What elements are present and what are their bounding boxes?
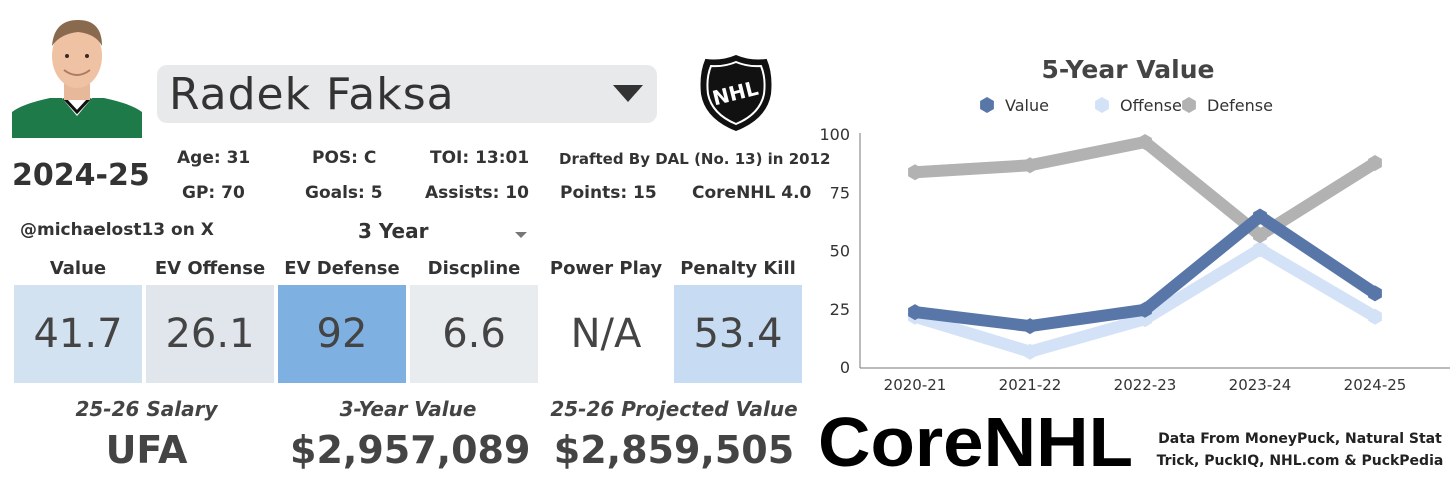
metric-header-power-play: Power Play bbox=[549, 258, 663, 279]
projected-value-label: 25-26 Projected Value bbox=[550, 397, 798, 421]
five-year-value-chart: 5-Year Value Value Offense Defense 0 25 50 75 10… bbox=[820, 55, 1450, 394]
point-value-2024-25 bbox=[1368, 285, 1382, 302]
point-defense-2022-23 bbox=[1138, 134, 1152, 150]
svg-text:CoreNHL: CoreNHL bbox=[818, 410, 1133, 472]
metric-box-value: 41.7 bbox=[14, 285, 142, 383]
nhl-logo: NHL bbox=[700, 54, 772, 132]
author-handle: @michaelost13 on X bbox=[20, 220, 214, 240]
metric-header-penalty-kill: Penalty Kill bbox=[680, 258, 796, 279]
stat-drafted: Drafted By DAL (No. 13) in 2012 bbox=[559, 150, 831, 168]
y-tick-label: 25 bbox=[830, 300, 850, 319]
point-defense-2023-24 bbox=[1253, 227, 1267, 244]
three-year-value-label: 3-Year Value bbox=[339, 397, 477, 421]
player-name: Radek Faksa bbox=[169, 69, 455, 120]
metric-box-ev-offense: 26.1 bbox=[146, 285, 274, 383]
point-value-2021-22 bbox=[1023, 318, 1037, 335]
projected-value: $2,859,505 bbox=[553, 428, 795, 472]
credits-line-2: Trick, PuckIQ, NHL.com & PuckPedia bbox=[1156, 453, 1444, 469]
metric-header-value: Value bbox=[49, 258, 107, 279]
point-defense-2021-22 bbox=[1023, 157, 1037, 174]
point-defense-2020-21 bbox=[908, 164, 922, 181]
stat-assists: Assists: 10 bbox=[425, 183, 529, 203]
legend-marker-offense bbox=[1095, 97, 1109, 113]
season-label: 2024-25 bbox=[12, 158, 150, 193]
salary-value: UFA bbox=[105, 428, 188, 472]
point-defense-2024-25 bbox=[1368, 155, 1382, 171]
x-tick-label: 2023-24 bbox=[1229, 376, 1292, 394]
point-offense-2021-22 bbox=[1023, 343, 1037, 360]
stat-goals: Goals: 5 bbox=[305, 183, 383, 203]
chevron-down-icon[interactable] bbox=[613, 85, 643, 102]
legend-marker-defense bbox=[1182, 97, 1196, 113]
y-tick-label: 100 bbox=[820, 125, 850, 144]
span-chevron-down-icon[interactable] bbox=[515, 232, 527, 238]
series-line-offense bbox=[909, 243, 1381, 358]
metric-box-power-play: N/A bbox=[542, 285, 670, 383]
data-credits: Data From MoneyPuck, Natural Stat Trick,… bbox=[1150, 428, 1450, 472]
stat-position: POS: C bbox=[312, 148, 377, 168]
x-tick-label: 2020-21 bbox=[884, 376, 947, 394]
series-line-defense bbox=[909, 136, 1381, 242]
point-value-2022-23 bbox=[1138, 301, 1152, 318]
point-value-2020-21 bbox=[908, 304, 922, 321]
y-tick-label: 0 bbox=[840, 358, 850, 377]
stat-points: Points: 15 bbox=[560, 183, 657, 203]
legend-label-value: Value bbox=[1005, 96, 1049, 115]
x-tick-label: 2021-22 bbox=[999, 376, 1062, 394]
metric-box-penalty-kill: 53.4 bbox=[674, 285, 802, 383]
legend-marker-value bbox=[980, 97, 994, 113]
y-tick-label: 50 bbox=[830, 242, 850, 261]
salary-label: 25-26 Salary bbox=[75, 397, 218, 421]
x-tick-label: 2024-25 bbox=[1344, 376, 1407, 394]
metric-box-ev-defense: 92 bbox=[278, 285, 406, 383]
stat-gp: GP: 70 bbox=[182, 183, 245, 203]
player-select[interactable]: Radek Faksa bbox=[157, 65, 657, 123]
metric-header-ev-offense: EV Offense bbox=[154, 258, 266, 279]
stat-age: Age: 31 bbox=[177, 148, 251, 168]
player-headshot bbox=[12, 12, 142, 138]
metric-header-discipline: Discpline bbox=[427, 258, 521, 279]
metric-header-ev-defense: EV Defense bbox=[284, 258, 400, 279]
credits-line-1: Data From MoneyPuck, Natural Stat bbox=[1158, 431, 1442, 447]
point-offense-2024-25 bbox=[1368, 308, 1382, 325]
chart-title: 5-Year Value bbox=[1042, 55, 1215, 84]
legend-label-defense: Defense bbox=[1207, 96, 1273, 115]
corenhl-logo: CoreNHL bbox=[818, 410, 1133, 472]
metric-box-discipline: 6.6 bbox=[410, 285, 538, 383]
stat-toi: TOI: 13:01 bbox=[430, 148, 530, 168]
three-year-value: $2,957,089 bbox=[290, 428, 531, 472]
y-tick-label: 75 bbox=[830, 183, 850, 202]
stat-version: CoreNHL 4.0 bbox=[692, 183, 812, 203]
point-value-2023-24 bbox=[1253, 208, 1267, 225]
span-select[interactable]: 3 Year bbox=[358, 219, 429, 243]
point-offense-2023-24 bbox=[1253, 241, 1267, 258]
x-tick-label: 2022-23 bbox=[1114, 376, 1177, 394]
legend-label-offense: Offense bbox=[1120, 96, 1182, 115]
